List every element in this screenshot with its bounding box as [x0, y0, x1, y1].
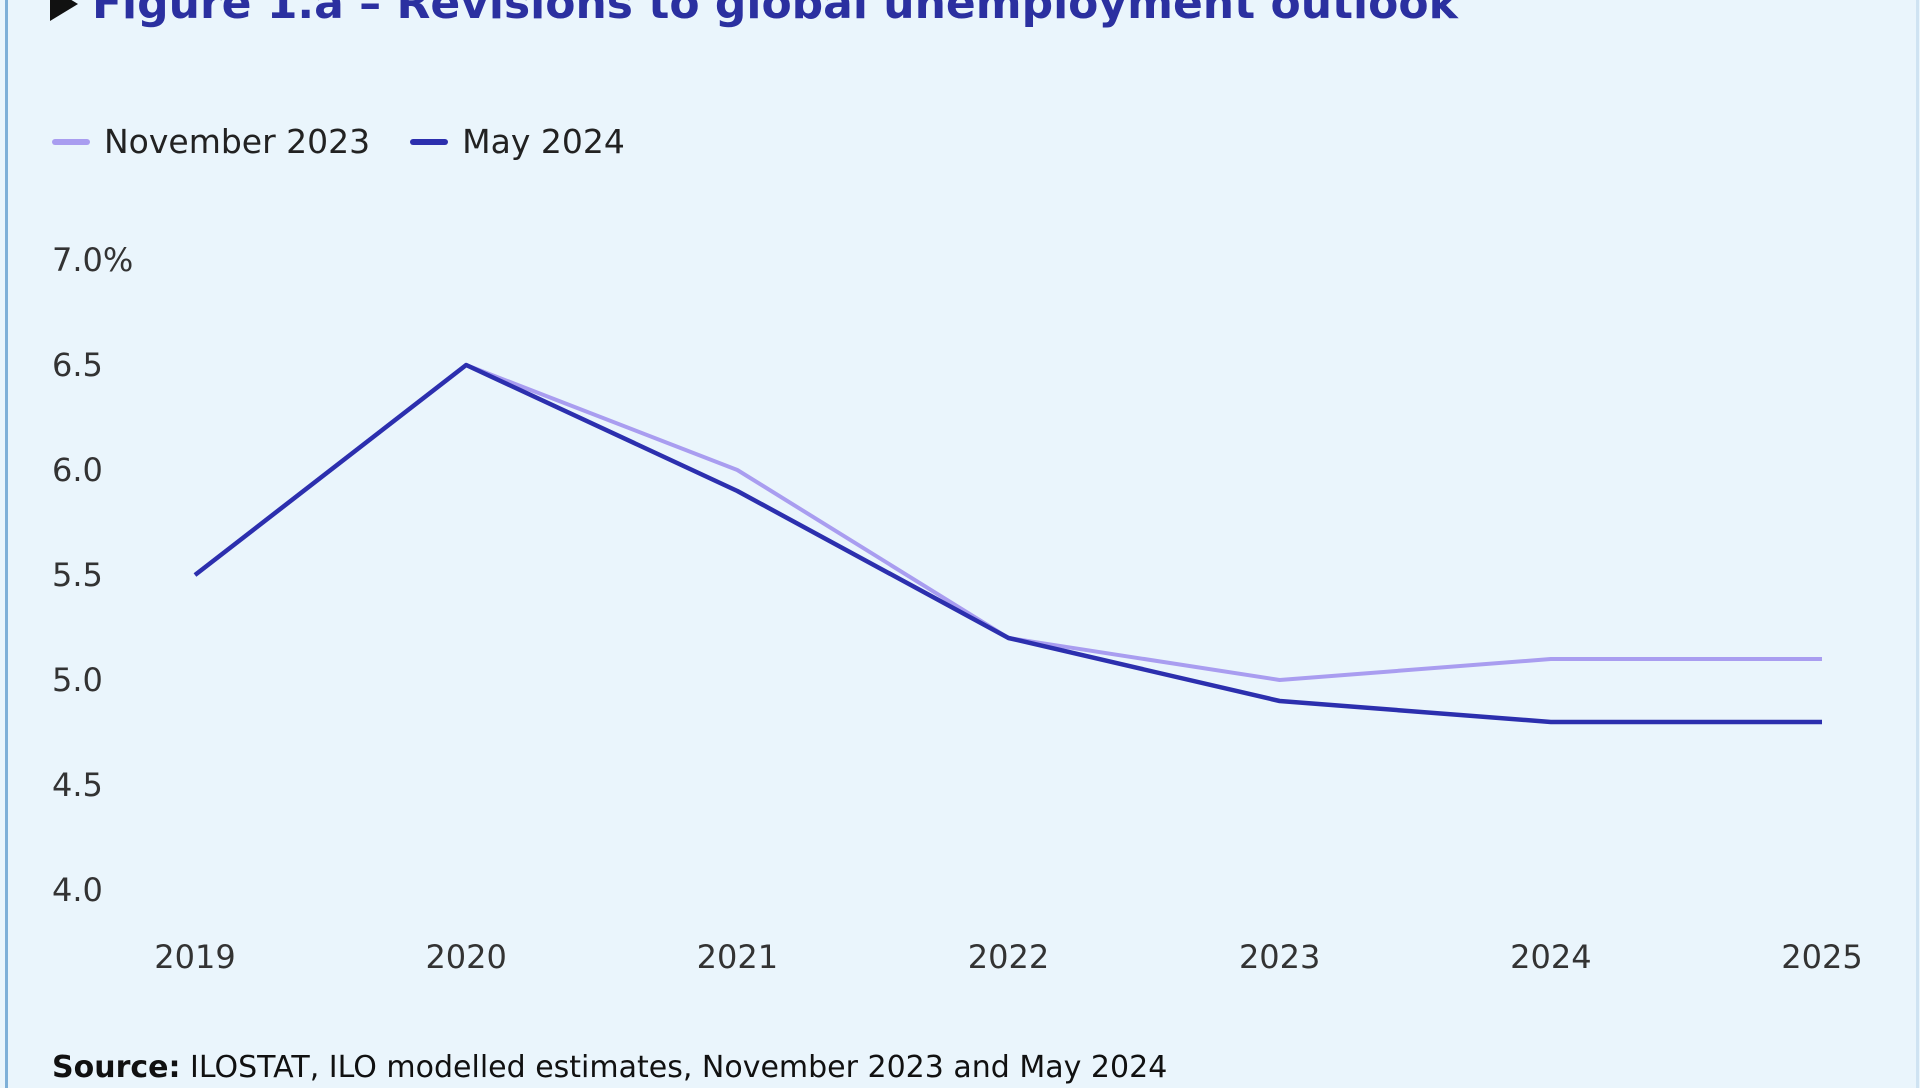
x-tick-label: 2019 — [154, 938, 235, 976]
y-tick-label: 5.5 — [52, 556, 103, 594]
y-tick-label: 4.0 — [52, 871, 103, 909]
y-tick-label: 7.0% — [52, 241, 133, 279]
x-tick-label: 2020 — [425, 938, 506, 976]
x-tick-label: 2024 — [1510, 938, 1591, 976]
y-tick-label: 5.0 — [52, 661, 103, 699]
x-tick-label: 2023 — [1239, 938, 1320, 976]
y-tick-label: 6.5 — [52, 346, 103, 384]
x-tick-label: 2025 — [1781, 938, 1862, 976]
series-line-november-2023 — [195, 365, 1822, 680]
y-tick-label: 6.0 — [52, 451, 103, 489]
x-tick-label: 2021 — [697, 938, 778, 976]
series-line-may-2024 — [195, 365, 1822, 722]
y-tick-label: 4.5 — [52, 766, 103, 804]
x-tick-label: 2022 — [968, 938, 1049, 976]
